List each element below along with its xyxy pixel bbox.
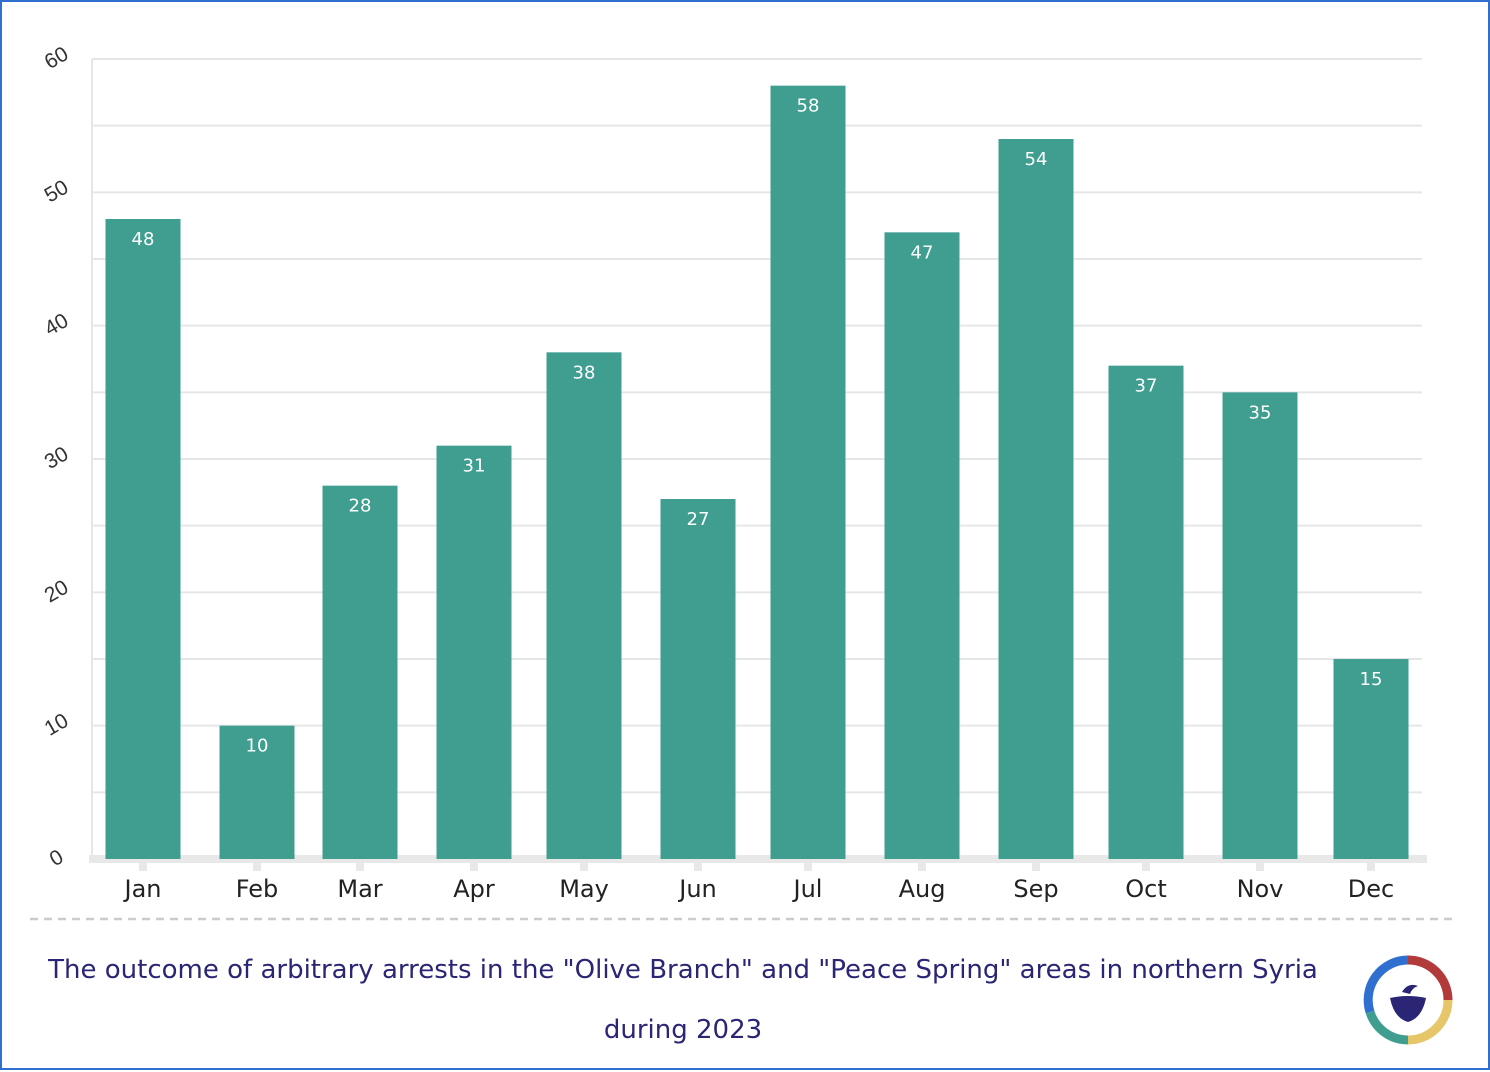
x-tick-label-aug: Aug — [899, 875, 946, 903]
x-tick-mark — [804, 863, 812, 871]
x-tick-mark — [253, 863, 261, 871]
x-axis-ticks: Jan Feb Mar Apr May Jun Jul Aug Sep Oct Nov Dec — [123, 875, 1395, 903]
y-tick-label: 0 — [46, 845, 68, 871]
x-tick-label-apr: Apr — [453, 875, 495, 903]
bar-jan — [105, 219, 181, 859]
x-tick-label-jul: Jul — [792, 875, 823, 903]
chart-caption: The outcome of arbitrary arrests in the … — [48, 955, 1318, 1045]
data-label-feb: 10 — [246, 736, 269, 757]
x-tick-mark — [918, 863, 926, 871]
y-axis-ticks: 0 10 20 30 40 50 60 — [41, 42, 73, 871]
x-tick-label-oct: Oct — [1125, 875, 1167, 903]
x-tick-label-jun: Jun — [677, 875, 717, 903]
dove-emblem-icon — [1362, 954, 1454, 1046]
bar-aug — [884, 232, 960, 860]
x-tick-mark — [139, 863, 147, 871]
bar-feb — [219, 725, 295, 859]
bar-mar — [322, 485, 398, 859]
bar-nov — [1222, 392, 1298, 859]
x-tick-mark — [356, 863, 364, 871]
data-label-dec: 15 — [1360, 669, 1383, 690]
bar-apr — [436, 445, 512, 859]
bar-sep — [998, 139, 1074, 859]
y-tick-label: 30 — [41, 442, 73, 474]
y-tick-label: 40 — [41, 309, 73, 341]
data-label-mar: 28 — [349, 496, 372, 517]
y-tick-label: 20 — [41, 576, 73, 608]
y-tick-label: 10 — [41, 709, 73, 741]
data-label-may: 38 — [573, 362, 596, 383]
x-tick-mark — [580, 863, 588, 871]
bar-may — [546, 352, 622, 859]
x-tick-label-feb: Feb — [236, 875, 279, 903]
bar-oct — [1108, 365, 1184, 859]
x-tick-label-sep: Sep — [1013, 875, 1058, 903]
data-label-sep: 54 — [1025, 149, 1048, 170]
bar-jul — [770, 85, 846, 859]
x-tick-mark — [1256, 863, 1264, 871]
y-tick-label: 50 — [41, 176, 73, 208]
x-tick-mark — [694, 863, 702, 871]
x-tick-label-dec: Dec — [1348, 875, 1394, 903]
bar-jun — [660, 499, 736, 859]
x-tick-mark — [1367, 863, 1375, 871]
data-label-apr: 31 — [463, 456, 486, 477]
gridlines — [91, 58, 1422, 859]
x-tick-mark — [1142, 863, 1150, 871]
x-tick-mark — [470, 863, 478, 871]
bars — [105, 85, 1409, 860]
data-label-aug: 47 — [911, 242, 934, 263]
x-tick-mark — [1032, 863, 1040, 871]
x-tick-marks — [139, 863, 1375, 871]
data-label-oct: 37 — [1135, 376, 1158, 397]
x-tick-label-may: May — [559, 875, 609, 903]
y-tick-label: 60 — [41, 42, 73, 74]
data-label-nov: 35 — [1249, 402, 1272, 423]
bar-data-labels: 48 10 28 31 38 27 58 47 54 37 35 15 — [132, 96, 1383, 757]
bar-dec — [1333, 659, 1409, 859]
x-tick-label-nov: Nov — [1237, 875, 1284, 903]
x-tick-label-mar: Mar — [337, 875, 382, 903]
x-tick-label-jan: Jan — [123, 875, 162, 903]
data-label-jun: 27 — [687, 509, 710, 530]
data-label-jan: 48 — [132, 229, 155, 250]
data-label-jul: 58 — [797, 96, 820, 117]
